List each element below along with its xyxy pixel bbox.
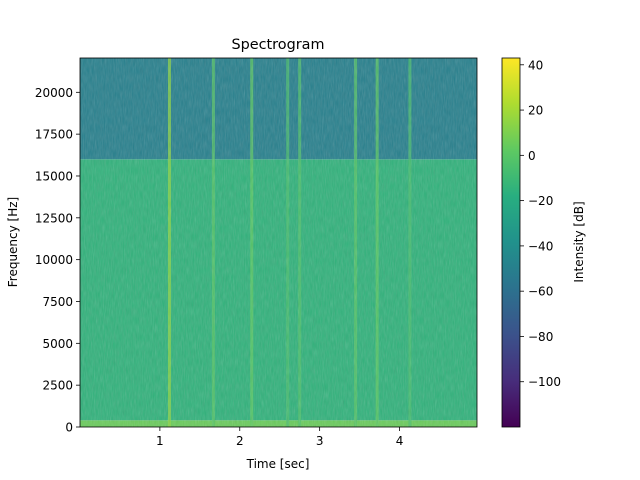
colorbar	[502, 58, 520, 427]
colorbar-tick-label: −20	[528, 194, 553, 208]
plot-frame	[79, 57, 478, 428]
colorbar-tick-label: 40	[528, 58, 543, 72]
y-tick-label: 5000	[42, 337, 73, 351]
plot-area	[80, 58, 477, 427]
colorbar-axis: −100 −80 −60 −40 −20 0 20 40	[520, 58, 561, 389]
y-tick-label: 2500	[42, 379, 73, 393]
y-tick-label: 7500	[42, 295, 73, 309]
x-tick-label: 1	[156, 434, 164, 448]
y-tick-label: 12500	[35, 211, 73, 225]
x-axis-label: Time [sec]	[246, 457, 310, 471]
colorbar-tick-label: 20	[528, 104, 543, 118]
colorbar-tick-label: −80	[528, 330, 553, 344]
chart-title: Spectrogram	[232, 37, 325, 53]
x-axis: 1 2 3 4	[156, 427, 403, 448]
x-tick-label: 2	[236, 434, 244, 448]
y-tick-label: 0	[65, 421, 73, 435]
y-axis-label: Frequency [Hz]	[6, 197, 20, 288]
colorbar-tick-label: −40	[528, 239, 553, 253]
colorbar-tick-label: −60	[528, 285, 553, 299]
x-tick-label: 4	[396, 434, 404, 448]
colorbar-label: Intensity [dB]	[572, 201, 586, 282]
colorbar-frame	[501, 57, 521, 428]
noise-texture	[80, 58, 477, 427]
y-tick-label: 15000	[35, 169, 73, 183]
y-tick-label: 17500	[35, 128, 73, 142]
y-axis: 0 2500 5000 7500 10000 12500 15000 17500 20000	[35, 86, 80, 435]
y-tick-label: 10000	[35, 253, 73, 267]
colorbar-tick-label: −100	[528, 375, 561, 389]
x-tick-label: 3	[316, 434, 324, 448]
y-tick-label: 20000	[35, 86, 73, 100]
colorbar-tick-label: 0	[528, 149, 536, 163]
